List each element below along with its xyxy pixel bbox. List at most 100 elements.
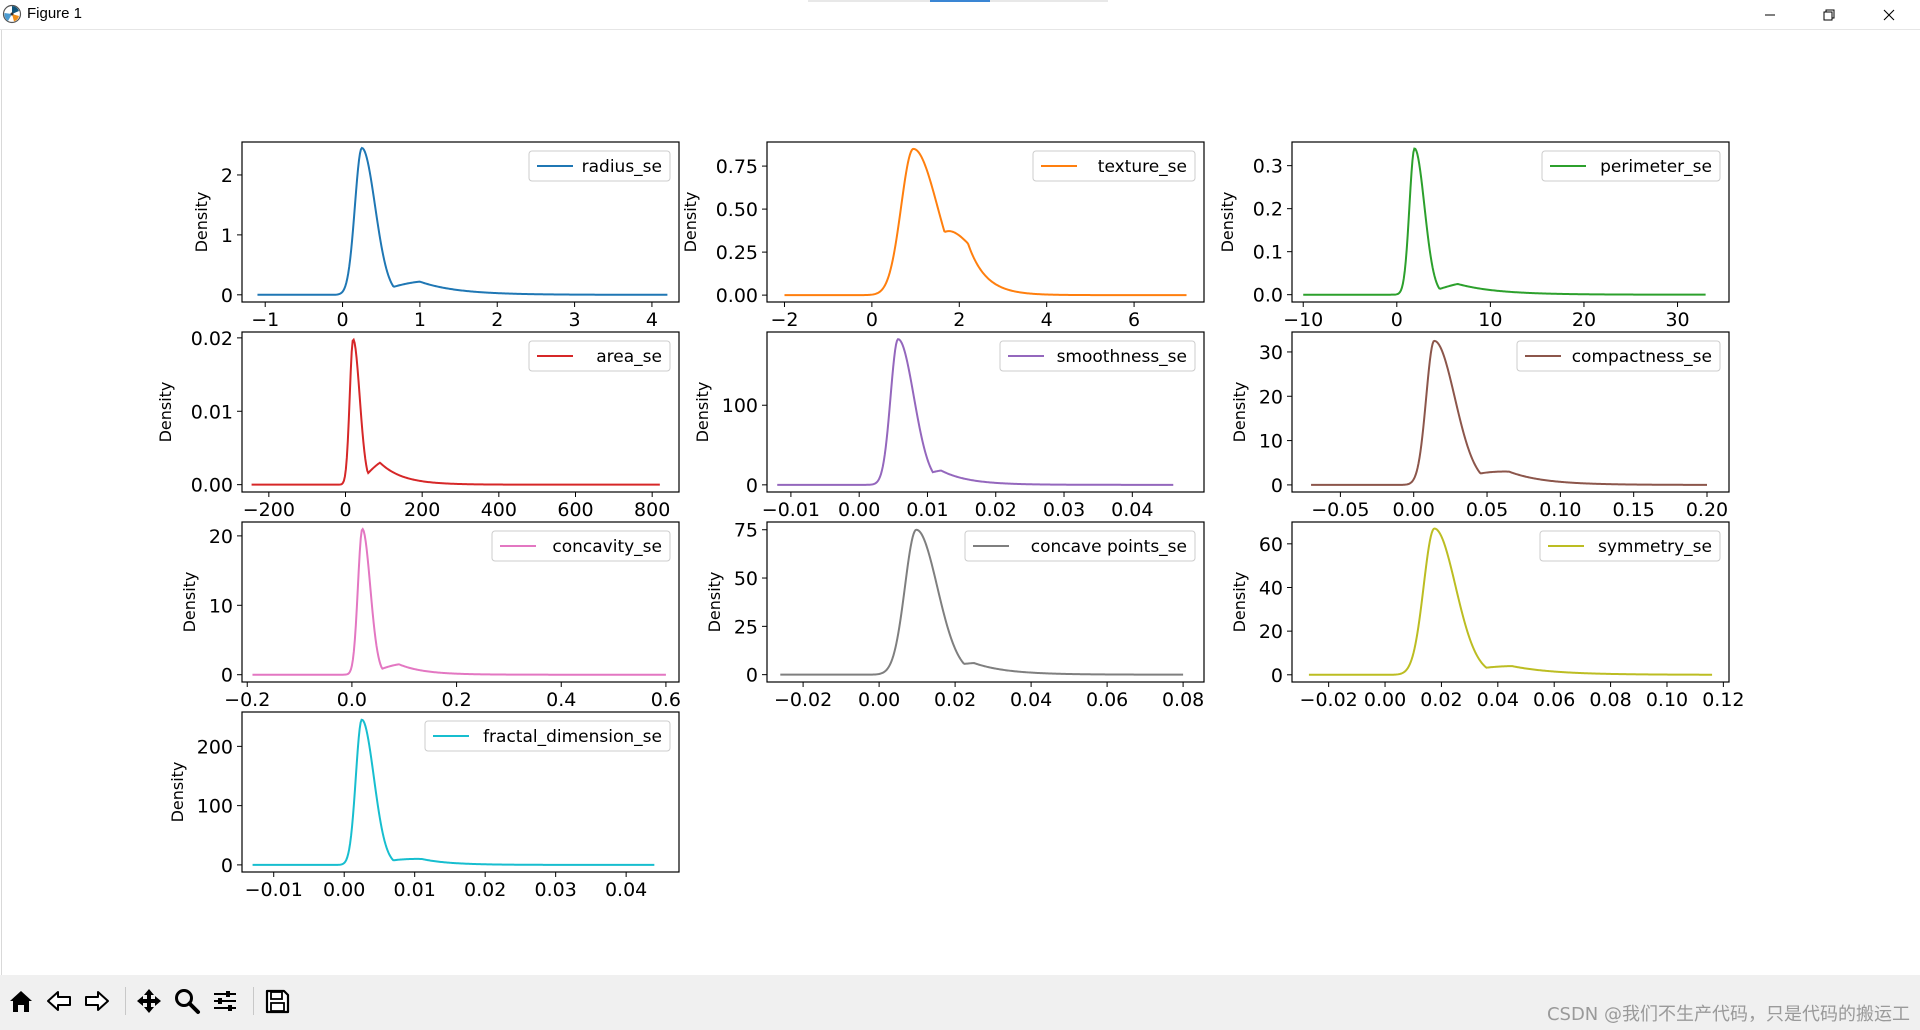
- toolbar-separator: [125, 987, 126, 1015]
- density-line: [780, 528, 1184, 676]
- subplot: −0.02 0.00 0.02 0.04 0.06 0.08 0.10 0.12 0 20 40 60…: [1230, 521, 1745, 711]
- x-tick-label: −0.01: [762, 499, 820, 521]
- density-line: [257, 146, 668, 296]
- axes-frame: [766, 141, 1205, 303]
- legend: radius_se: [528, 150, 671, 182]
- y-axis-label: Density: [1230, 382, 1249, 443]
- y-tick-label: 0: [746, 665, 758, 687]
- x-tick-label: −0.01: [245, 879, 303, 901]
- legend-box: [424, 720, 671, 752]
- restore-icon: [1823, 9, 1835, 20]
- x-tick-label: −0.05: [1311, 499, 1369, 521]
- pan-button[interactable]: [131, 983, 167, 1019]
- home-icon: [10, 991, 32, 1012]
- x-tick-label: 1: [414, 309, 426, 331]
- y-tick-label: 20: [1259, 386, 1283, 408]
- y-tick-label: 60: [1259, 534, 1283, 556]
- x-tick-label: 0.12: [1702, 689, 1744, 711]
- legend-label: concavity_se: [552, 537, 662, 557]
- y-tick-label: 0.3: [1253, 156, 1283, 178]
- configure-subplots-icon: [214, 991, 236, 1011]
- x-tick-label: 0.00: [838, 499, 880, 521]
- x-tick-label: 0.20: [1686, 499, 1728, 521]
- y-tick-label: 0.0: [1253, 285, 1283, 307]
- close-button[interactable]: [1860, 0, 1918, 29]
- subplot: −200 0 200 400 600 800 0.00 0.01 0.02 Density area…: [156, 328, 680, 521]
- legend-label: compactness_se: [1572, 347, 1712, 367]
- y-tick-label: 0.2: [1253, 199, 1283, 221]
- legend-box: [1032, 150, 1196, 182]
- x-tick-label: 0.6: [651, 689, 681, 711]
- y-axis-label: Density: [705, 572, 724, 633]
- legend-label: texture_se: [1098, 157, 1187, 177]
- y-tick-label: 10: [209, 595, 233, 617]
- y-tick-label: 20: [209, 526, 233, 548]
- y-axis-label: Density: [681, 192, 700, 253]
- y-axis-label: Density: [156, 382, 175, 443]
- legend: concavity_se: [491, 530, 671, 562]
- x-tick-label: 10: [1478, 309, 1502, 331]
- save-button[interactable]: [259, 983, 295, 1019]
- legend-box: [1539, 530, 1721, 562]
- y-tick-label: 10: [1259, 431, 1283, 453]
- density-line: [1308, 527, 1713, 676]
- y-tick-label: 100: [197, 796, 233, 818]
- close-icon: [1883, 9, 1895, 20]
- figure-canvas[interactable]: −1 0 1 2 3 4 0 1 2 Density radius_se −2 0 2 4 6 0.00 0.25…: [1, 30, 1920, 975]
- watermark-text: CSDN @我们不生产代码，只是代码的搬运工: [1546, 1004, 1910, 1025]
- x-tick-label: 0: [339, 499, 351, 521]
- minimize-icon: [1765, 14, 1775, 15]
- y-tick-label: 1: [221, 225, 233, 247]
- subplot: −0.01 0.00 0.01 0.02 0.03 0.04 0 100 200 Density f…: [168, 711, 680, 901]
- axes-frame: [1291, 141, 1730, 303]
- y-axis-label: Density: [192, 192, 211, 253]
- matplotlib-logo-icon: [2, 4, 22, 24]
- x-tick-label: 0.03: [1043, 499, 1085, 521]
- forward-button[interactable]: [79, 983, 115, 1019]
- x-tick-label: −0.02: [1300, 689, 1358, 711]
- y-tick-label: 0.25: [716, 242, 758, 264]
- legend-label: perimeter_se: [1600, 157, 1712, 177]
- restore-button[interactable]: [1800, 0, 1858, 29]
- legend: texture_se: [1032, 150, 1196, 182]
- y-tick-label: 0: [221, 855, 233, 877]
- zoom-button[interactable]: [169, 983, 205, 1019]
- legend: concave points_se: [964, 530, 1196, 562]
- y-tick-label: 100: [722, 395, 758, 417]
- configure-subplots-button[interactable]: [207, 983, 243, 1019]
- y-tick-label: 25: [734, 616, 758, 638]
- y-axis-label: Density: [693, 382, 712, 443]
- x-tick-label: 0.2: [441, 689, 471, 711]
- subplot: −0.2 0.0 0.2 0.4 0.6 0 10 20 Density concavity_se: [180, 521, 681, 711]
- axes-frame: [1291, 521, 1730, 683]
- zoom-magnifier-icon: [175, 989, 200, 1014]
- x-tick-label: 2: [953, 309, 965, 331]
- legend: smoothness_se: [999, 340, 1196, 372]
- x-tick-label: 0.06: [1086, 689, 1128, 711]
- axes-frame: [241, 711, 680, 873]
- forward-arrow-icon: [85, 991, 109, 1011]
- x-tick-label: 0.0: [337, 689, 367, 711]
- x-tick-label: 0.02: [464, 879, 506, 901]
- x-tick-label: 0.10: [1646, 689, 1688, 711]
- axes-frame: [241, 141, 680, 303]
- x-tick-label: 0.15: [1613, 499, 1655, 521]
- x-tick-label: 0.08: [1162, 689, 1204, 711]
- y-tick-label: 75: [734, 520, 758, 542]
- axes-frame: [241, 331, 680, 493]
- legend-box: [1516, 340, 1721, 372]
- home-button[interactable]: [3, 983, 39, 1019]
- y-tick-label: 0.00: [191, 475, 233, 497]
- back-button[interactable]: [41, 983, 77, 1019]
- x-tick-label: 0.00: [323, 879, 365, 901]
- y-axis-label: Density: [180, 572, 199, 633]
- density-line: [252, 527, 666, 676]
- subplot: −10 0 10 20 30 0.0 0.1 0.2 0.3 Density perimeter_s…: [1218, 141, 1730, 331]
- axes-frame: [766, 331, 1205, 493]
- minimize-button[interactable]: [1741, 0, 1799, 29]
- y-axis-label: Density: [1218, 192, 1237, 253]
- y-tick-label: 0.75: [716, 156, 758, 178]
- navigation-toolbar: [0, 975, 1920, 1030]
- x-tick-label: −0.2: [224, 689, 270, 711]
- legend-box: [999, 340, 1196, 372]
